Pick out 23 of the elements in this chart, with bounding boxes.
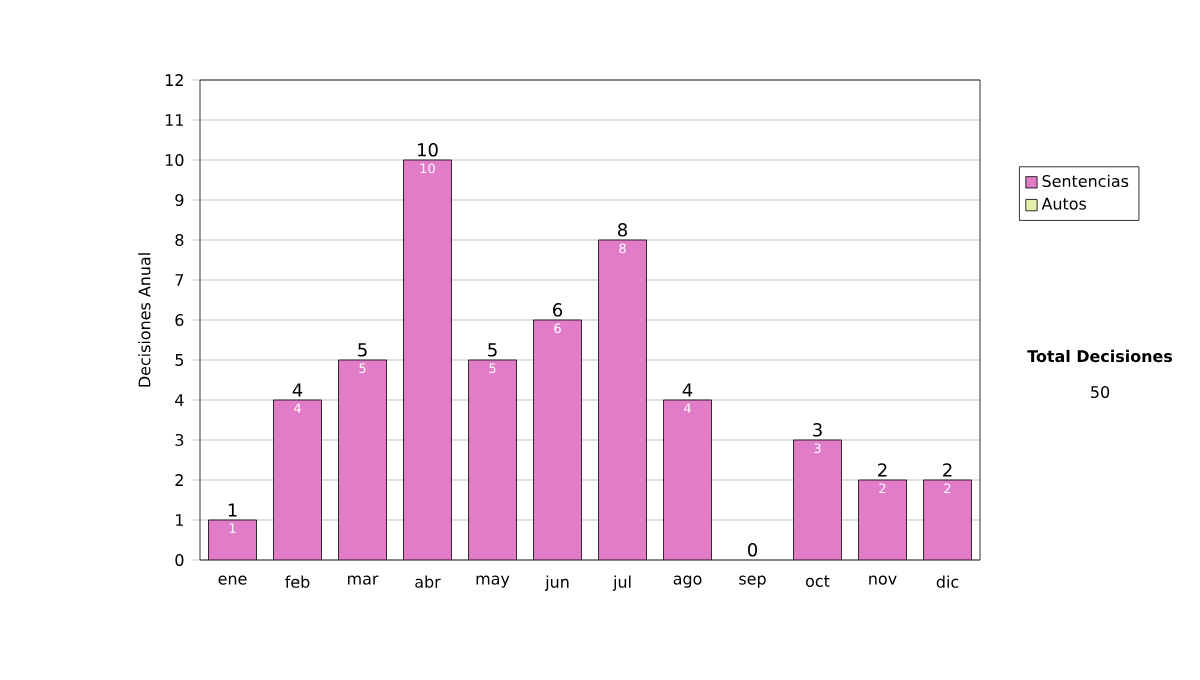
bar [598, 239, 647, 560]
total-label: 1 [228, 503, 237, 517]
total-label: 4 [682, 383, 693, 397]
bar [338, 360, 387, 560]
total-label: 6 [553, 303, 563, 317]
bar [793, 439, 842, 560]
total-label: 2 [878, 463, 887, 477]
total-label: 0 [748, 543, 758, 557]
total-label: 4 [292, 383, 303, 397]
bar [468, 360, 517, 560]
bar [403, 159, 452, 560]
total-label: 3 [813, 423, 822, 437]
total-label: 5 [488, 343, 497, 357]
bar [533, 319, 582, 560]
bar [858, 479, 907, 560]
bar [208, 520, 257, 560]
total-label: 10 [418, 143, 438, 157]
total-label: 5 [358, 343, 367, 357]
bar [663, 400, 712, 560]
bar [923, 479, 972, 560]
bar [273, 400, 322, 560]
total-label: 8 [618, 223, 627, 237]
total-label: 2 [943, 463, 952, 477]
